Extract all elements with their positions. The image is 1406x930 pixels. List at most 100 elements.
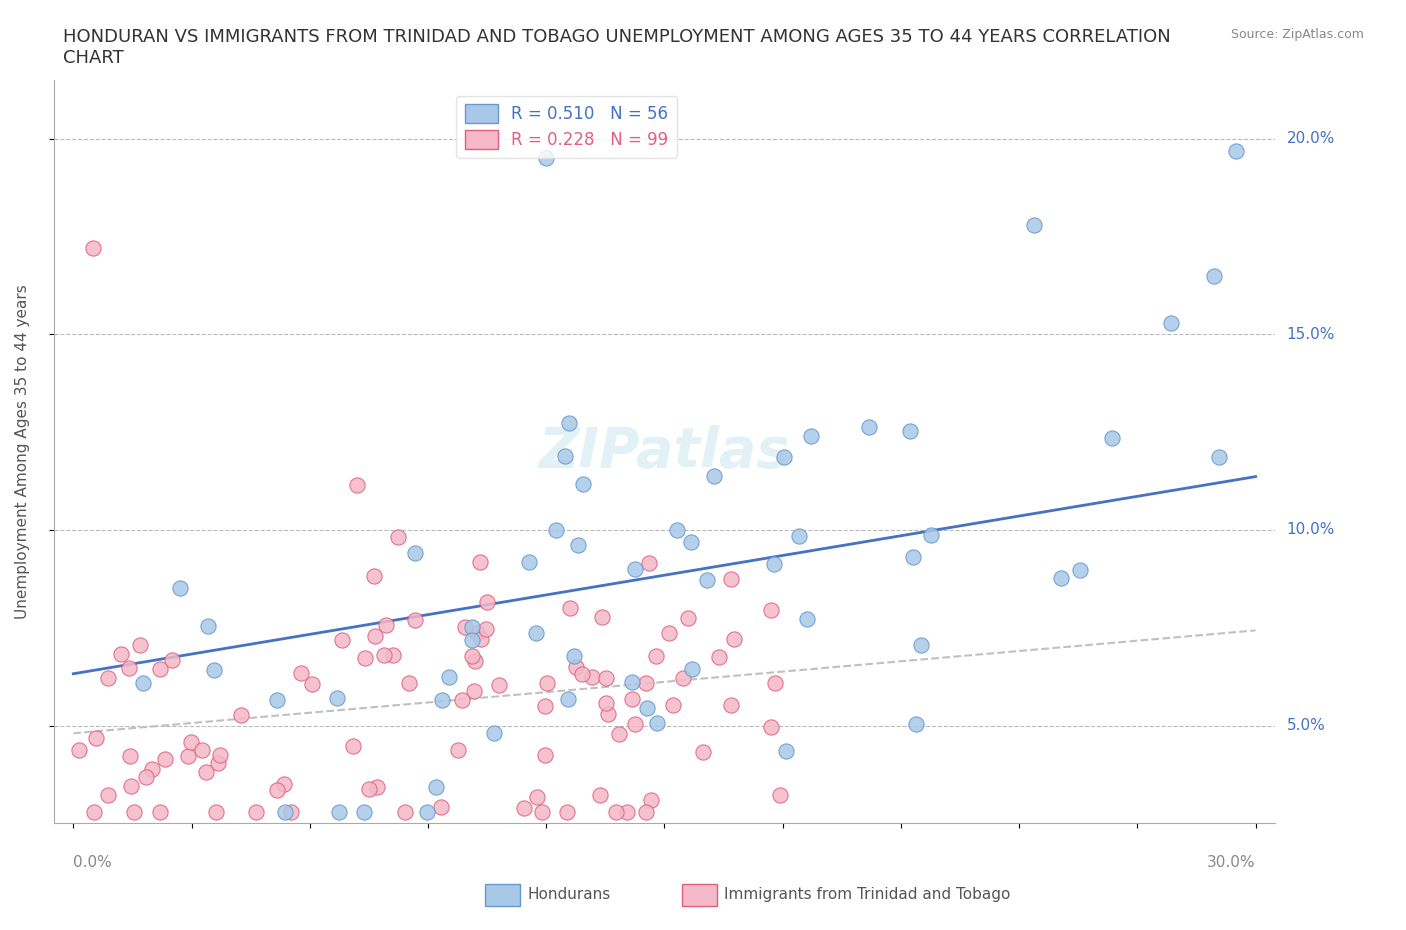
Point [461, 648, 484, 663]
Point [769, 788, 792, 803]
Point [645, 648, 668, 663]
Point [488, 678, 510, 693]
Point [775, 744, 797, 759]
Point [176, 749, 198, 764]
Point [595, 671, 617, 685]
Point [97, 787, 120, 802]
Point [536, 676, 558, 691]
Point [84, 730, 107, 745]
Point [207, 755, 229, 770]
Point [346, 477, 368, 492]
Point [280, 804, 302, 819]
Point [482, 725, 505, 740]
Point [447, 742, 470, 757]
Point [658, 626, 681, 641]
Point [696, 572, 718, 587]
Point [910, 637, 932, 652]
Point [430, 799, 453, 814]
Point [430, 693, 453, 708]
Point [558, 415, 581, 430]
Point [353, 804, 375, 819]
Point [526, 790, 548, 804]
Point [638, 555, 661, 570]
Point [160, 653, 183, 668]
Text: 30.0%: 30.0% [1208, 855, 1256, 870]
Point [572, 476, 595, 491]
Point [169, 580, 191, 595]
Point [591, 609, 613, 624]
Point [122, 804, 145, 819]
Point [640, 793, 662, 808]
Point [557, 691, 579, 706]
Point [558, 600, 581, 615]
Point [567, 538, 589, 552]
Point [328, 804, 350, 819]
Y-axis label: Unemployment Among Ages 35 to 44 years: Unemployment Among Ages 35 to 44 years [15, 285, 30, 619]
Point [621, 691, 644, 706]
Point [596, 707, 619, 722]
Point [1208, 450, 1230, 465]
Point [800, 429, 823, 444]
Point [524, 625, 547, 640]
Point [464, 654, 486, 669]
Point [1225, 143, 1247, 158]
Point [544, 523, 567, 538]
Point [354, 650, 377, 665]
Point [326, 690, 349, 705]
Point [763, 675, 786, 690]
Point [645, 715, 668, 730]
Point [796, 611, 818, 626]
Point [720, 698, 742, 712]
Point [475, 621, 498, 636]
Point [759, 719, 782, 734]
Point [624, 562, 647, 577]
Point [437, 670, 460, 684]
Point [1101, 431, 1123, 445]
Point [398, 676, 420, 691]
Point [363, 569, 385, 584]
Point [605, 804, 627, 819]
Point [180, 735, 202, 750]
Point [624, 717, 647, 732]
Point [787, 528, 810, 543]
Point [205, 804, 228, 819]
Point [676, 610, 699, 625]
Point [274, 804, 297, 819]
Point [703, 469, 725, 484]
Text: 15.0%: 15.0% [1286, 326, 1334, 342]
Point [636, 804, 658, 819]
Point [197, 618, 219, 633]
Point [571, 666, 593, 681]
Point [366, 780, 388, 795]
Point [425, 780, 447, 795]
Point [245, 804, 267, 819]
Point [451, 692, 474, 707]
Point [554, 449, 576, 464]
Point [231, 708, 253, 723]
Point [463, 684, 485, 698]
Point [531, 804, 554, 819]
Point [131, 676, 153, 691]
Point [381, 647, 404, 662]
Point [465, 626, 488, 641]
Point [387, 529, 409, 544]
Point [453, 619, 475, 634]
Point [763, 556, 786, 571]
Point [707, 649, 730, 664]
Point [404, 546, 426, 561]
Point [555, 804, 578, 819]
Point [1069, 563, 1091, 578]
Point [901, 550, 924, 565]
Point [273, 777, 295, 791]
Point [858, 419, 880, 434]
Point [359, 782, 381, 797]
Point [118, 748, 141, 763]
Point [290, 665, 312, 680]
Point [672, 671, 695, 685]
Point [475, 594, 498, 609]
Point [692, 744, 714, 759]
Point [534, 151, 557, 166]
Point [194, 765, 217, 780]
Point [67, 742, 90, 757]
Point [374, 618, 396, 632]
